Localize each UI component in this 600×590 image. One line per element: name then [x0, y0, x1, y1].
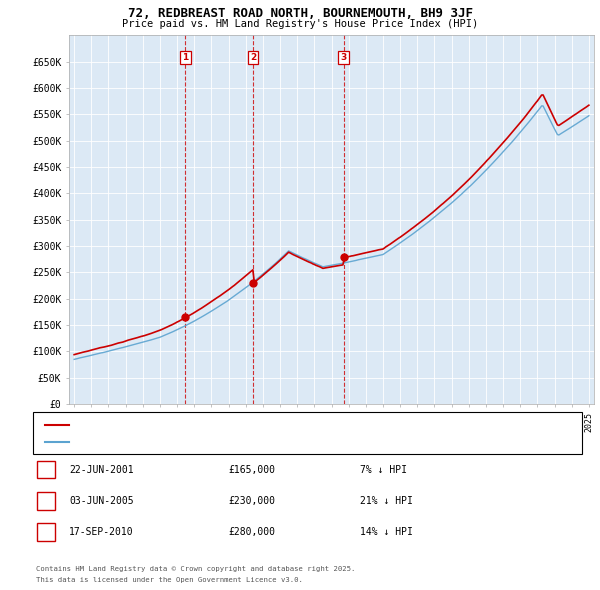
- Text: 72, REDBREAST ROAD NORTH, BOURNEMOUTH, BH9 3JF (detached house): 72, REDBREAST ROAD NORTH, BOURNEMOUTH, B…: [72, 421, 410, 430]
- Text: £165,000: £165,000: [228, 465, 275, 474]
- Text: 21% ↓ HPI: 21% ↓ HPI: [360, 496, 413, 506]
- Text: Contains HM Land Registry data © Crown copyright and database right 2025.: Contains HM Land Registry data © Crown c…: [36, 566, 355, 572]
- Text: £280,000: £280,000: [228, 527, 275, 537]
- Text: 2: 2: [43, 496, 49, 506]
- Text: 3: 3: [341, 53, 347, 62]
- Text: 17-SEP-2010: 17-SEP-2010: [69, 527, 134, 537]
- Text: This data is licensed under the Open Government Licence v3.0.: This data is licensed under the Open Gov…: [36, 577, 303, 583]
- Text: HPI: Average price, detached house, Bournemouth Christchurch and Poole: HPI: Average price, detached house, Bour…: [72, 438, 448, 447]
- Text: 1: 1: [43, 465, 49, 474]
- Text: 03-JUN-2005: 03-JUN-2005: [69, 496, 134, 506]
- Text: £230,000: £230,000: [228, 496, 275, 506]
- Text: 7% ↓ HPI: 7% ↓ HPI: [360, 465, 407, 474]
- Text: 1: 1: [182, 53, 188, 62]
- Text: Price paid vs. HM Land Registry's House Price Index (HPI): Price paid vs. HM Land Registry's House …: [122, 19, 478, 29]
- Text: 2: 2: [250, 53, 256, 62]
- Text: 14% ↓ HPI: 14% ↓ HPI: [360, 527, 413, 537]
- Text: 72, REDBREAST ROAD NORTH, BOURNEMOUTH, BH9 3JF: 72, REDBREAST ROAD NORTH, BOURNEMOUTH, B…: [128, 7, 473, 20]
- Text: 3: 3: [43, 527, 49, 537]
- Text: 22-JUN-2001: 22-JUN-2001: [69, 465, 134, 474]
